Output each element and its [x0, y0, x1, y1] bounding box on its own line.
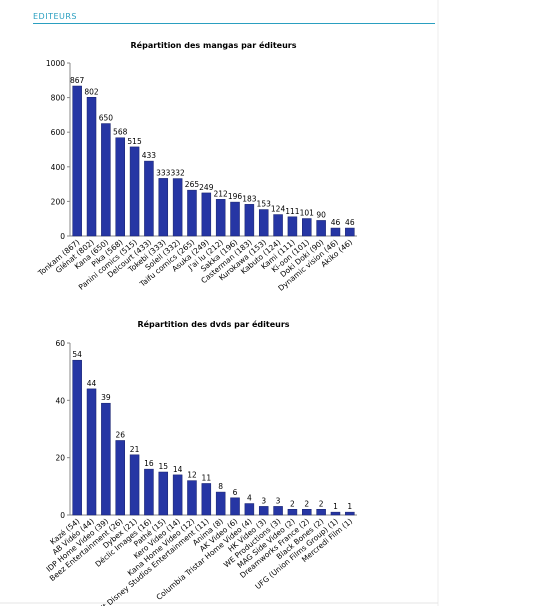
- value-label: 3: [261, 496, 266, 505]
- value-label: 433: [142, 151, 157, 160]
- bar: [302, 509, 312, 516]
- value-label: 265: [185, 180, 200, 189]
- bar: [215, 491, 226, 516]
- bar: [345, 227, 355, 237]
- value-label: 2: [290, 499, 295, 508]
- y-tick-label: 60: [55, 339, 65, 348]
- bar: [144, 468, 154, 516]
- y-tick-label: 40: [55, 396, 65, 405]
- y-tick-label: 0: [60, 511, 65, 520]
- value-label: 101: [300, 209, 315, 218]
- bar: [287, 509, 298, 516]
- bar: [330, 511, 341, 516]
- value-label: 3: [276, 496, 281, 505]
- value-label: 90: [316, 210, 326, 219]
- y-tick-label: 0: [60, 232, 65, 241]
- value-label: 4: [247, 494, 252, 503]
- value-label: 16: [144, 459, 154, 468]
- bar: [86, 388, 97, 516]
- bar: [158, 178, 169, 237]
- bar: [115, 137, 125, 237]
- value-label: 2: [319, 499, 324, 508]
- value-label: 26: [115, 430, 125, 439]
- bar: [201, 192, 212, 237]
- value-label: 802: [84, 87, 99, 96]
- value-label: 153: [257, 200, 272, 209]
- bar: [258, 209, 269, 237]
- bar: [201, 483, 212, 516]
- bar: [72, 359, 82, 516]
- value-label: 196: [228, 192, 243, 201]
- bar: [101, 402, 111, 516]
- bar: [187, 189, 197, 237]
- value-label: 11: [202, 473, 212, 482]
- value-label: 39: [101, 393, 111, 402]
- bar: [129, 146, 140, 237]
- y-tick-label: 400: [51, 163, 66, 172]
- bar: [330, 227, 341, 237]
- value-label: 124: [271, 205, 286, 214]
- bar: [273, 214, 283, 237]
- value-label: 249: [199, 183, 214, 192]
- value-label: 111: [285, 207, 300, 216]
- value-label: 14: [173, 465, 183, 474]
- bar: [287, 216, 298, 237]
- y-tick-label: 200: [51, 197, 66, 206]
- chart-title: Répartition des mangas par éditeurs: [131, 40, 297, 50]
- value-label: 568: [113, 128, 128, 137]
- bar: [244, 204, 255, 237]
- value-label: 183: [242, 194, 257, 203]
- bar: [258, 506, 269, 516]
- value-label: 515: [127, 137, 142, 146]
- bar: [86, 97, 97, 237]
- section-header: EDITEURS: [33, 12, 435, 24]
- y-tick-label: 1000: [46, 59, 65, 68]
- value-label: 21: [130, 445, 140, 454]
- bar: [215, 199, 226, 237]
- value-label: 6: [233, 488, 238, 497]
- chart-title: Répartition des dvds par éditeurs: [137, 319, 289, 329]
- y-tick-label: 800: [51, 94, 66, 103]
- bar: [158, 471, 169, 516]
- bar: [101, 123, 111, 237]
- value-label: 1: [333, 502, 338, 511]
- bar: [230, 201, 240, 237]
- y-tick-label: 600: [51, 128, 66, 137]
- value-label: 46: [345, 218, 355, 227]
- value-label: 44: [87, 379, 97, 388]
- value-label: 8: [218, 482, 223, 491]
- bar: [129, 454, 140, 516]
- bar: [302, 218, 312, 237]
- value-label: 333: [156, 168, 171, 177]
- bar: [230, 497, 240, 516]
- value-label: 212: [214, 189, 229, 198]
- value-label: 12: [187, 471, 197, 480]
- y-tick-label: 20: [55, 454, 65, 463]
- value-label: 332: [170, 169, 185, 178]
- value-label: 650: [99, 114, 114, 123]
- bar: [172, 178, 183, 237]
- bar: [187, 480, 197, 516]
- value-label: 46: [331, 218, 341, 227]
- bar: [273, 506, 283, 516]
- bar: [172, 474, 183, 516]
- bar: [345, 511, 355, 516]
- bar: [115, 440, 125, 516]
- bar: [144, 160, 154, 237]
- value-label: 867: [70, 76, 85, 85]
- bar: [244, 503, 255, 516]
- value-label: 54: [72, 350, 82, 359]
- value-label: 15: [159, 462, 169, 471]
- bar: [72, 85, 82, 237]
- value-label: 1: [347, 502, 352, 511]
- bar: [316, 509, 326, 516]
- bar: [316, 220, 326, 237]
- value-label: 2: [304, 499, 309, 508]
